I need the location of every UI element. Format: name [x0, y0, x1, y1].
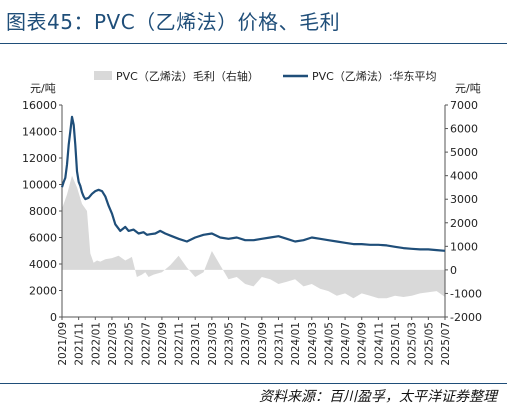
source-divider [0, 383, 507, 384]
x-tick-label: 2021/09 [57, 322, 69, 366]
left-tick-label: 12000 [22, 152, 57, 165]
right-tick-label: -2000 [450, 311, 482, 324]
title-divider [0, 43, 507, 44]
right-tick-label: 0 [450, 264, 457, 277]
tick-labels: 0200040006000800010000120001400016000-20… [22, 99, 482, 366]
left-tick-label: 2000 [29, 285, 57, 298]
x-tick-label: 2022/09 [157, 322, 169, 366]
right-tick-label: 7000 [450, 99, 478, 112]
x-tick-label: 2022/05 [124, 322, 136, 366]
x-tick-label: 2024/09 [357, 322, 369, 366]
margin-area-series [62, 175, 445, 299]
right-tick-label: 4000 [450, 170, 478, 183]
x-tick-label: 2023/01 [190, 322, 202, 366]
right-axis-unit: 元/吨 [455, 82, 481, 95]
x-tick-label: 2024/11 [373, 322, 385, 366]
legend-swatch-margin [94, 71, 112, 80]
x-tick-label: 2023/09 [257, 322, 269, 366]
source-note: 资料来源：百川盈孚，太平洋证券整理 [259, 389, 497, 405]
legend-label-price: PVC（乙烯法）:华东平均 [312, 69, 437, 83]
margin-area [62, 175, 445, 299]
x-tick-label: 2022/07 [140, 322, 152, 366]
x-tick-label: 2022/03 [107, 322, 119, 366]
x-tick-label: 2025/05 [423, 322, 435, 366]
x-tick-label: 2024/03 [307, 322, 319, 366]
right-tick-label: 6000 [450, 123, 478, 136]
x-tick-label: 2023/11 [273, 322, 285, 366]
x-tick-label: 2021/11 [74, 322, 86, 366]
left-tick-label: 0 [50, 311, 57, 324]
legend-label-margin: PVC（乙烯法）毛利（右轴） [116, 69, 259, 83]
price-line-series [60, 115, 446, 252]
x-tick-label: 2022/01 [90, 322, 102, 366]
x-tick-label: 2025/03 [407, 322, 419, 366]
left-axis-unit: 元/吨 [30, 82, 56, 95]
right-tick-label: -1000 [450, 287, 482, 300]
x-tick-label: 2023/07 [240, 322, 252, 366]
left-tick-label: 8000 [29, 205, 57, 218]
left-tick-label: 14000 [22, 126, 57, 139]
right-tick-label: 1000 [450, 240, 478, 253]
x-tick-label: 2025/07 [440, 322, 452, 366]
x-tick-label: 2024/01 [290, 322, 302, 366]
left-tick-label: 4000 [29, 258, 57, 271]
left-tick-label: 10000 [22, 179, 57, 192]
x-tick-label: 2024/05 [323, 322, 335, 366]
x-tick-label: 2022/11 [174, 322, 186, 366]
left-tick-label: 16000 [22, 99, 57, 112]
x-tick-label: 2024/07 [340, 322, 352, 366]
right-tick-label: 2000 [450, 217, 478, 230]
x-tick-label: 2023/05 [224, 322, 236, 366]
right-tick-label: 3000 [450, 193, 478, 206]
chart-svg: PVC（乙烯法）毛利（右轴） PVC（乙烯法）:华东平均 元/吨 元/吨 020… [22, 69, 482, 366]
price-line [60, 115, 446, 252]
x-tick-label: 2023/03 [207, 322, 219, 366]
right-tick-label: 5000 [450, 146, 478, 159]
figure-title: 图表45：PVC（乙烯法）价格、毛利 [6, 10, 341, 34]
left-tick-label: 6000 [29, 232, 57, 245]
x-tick-label: 2025/01 [390, 322, 402, 366]
